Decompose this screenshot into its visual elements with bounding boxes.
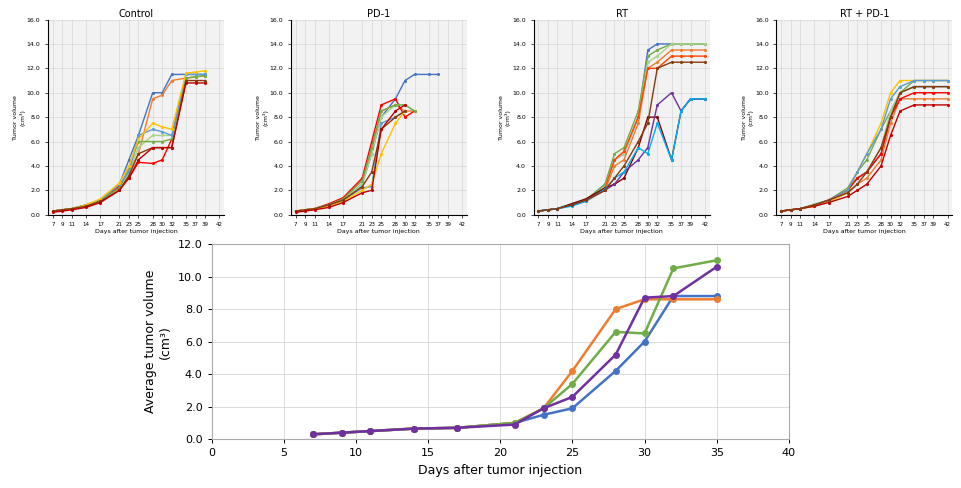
RT + PD-1 — [566, 394, 578, 400]
RT — [364, 428, 376, 434]
Control — [508, 420, 520, 426]
RT — [451, 425, 462, 431]
Control — [335, 430, 347, 436]
Control — [638, 339, 650, 345]
Line: RT + PD-1: RT + PD-1 — [309, 264, 719, 437]
Title: RT: RT — [615, 9, 627, 19]
Control — [609, 368, 621, 374]
Y-axis label: Tumor volume
(cm³): Tumor volume (cm³) — [13, 95, 25, 140]
Title: RT + PD-1: RT + PD-1 — [839, 9, 888, 19]
RT — [609, 329, 621, 335]
Control — [307, 431, 318, 437]
PD-1 — [451, 425, 462, 431]
RT — [537, 406, 549, 411]
RT — [667, 265, 678, 271]
X-axis label: Days after tumor injection: Days after tumor injection — [94, 229, 177, 234]
RT + PD-1 — [638, 295, 650, 301]
PD-1 — [407, 426, 419, 431]
Control — [537, 412, 549, 418]
PD-1 — [566, 368, 578, 374]
PD-1 — [537, 406, 549, 411]
RT — [508, 420, 520, 426]
RT + PD-1 — [508, 422, 520, 427]
X-axis label: Days after tumor injection: Days after tumor injection — [823, 229, 905, 234]
Y-axis label: Tumor volume
(cm³): Tumor volume (cm³) — [256, 95, 268, 140]
PD-1 — [307, 431, 318, 437]
RT + PD-1 — [609, 352, 621, 358]
PD-1 — [638, 296, 650, 302]
RT + PD-1 — [451, 425, 462, 431]
Title: PD-1: PD-1 — [367, 9, 390, 19]
RT — [566, 381, 578, 387]
PD-1 — [667, 296, 678, 302]
Control — [566, 406, 578, 411]
RT + PD-1 — [307, 431, 318, 437]
RT + PD-1 — [335, 430, 347, 436]
X-axis label: Days after tumor injection: Days after tumor injection — [418, 464, 581, 477]
RT + PD-1 — [710, 264, 722, 270]
Title: Control: Control — [118, 9, 154, 19]
PD-1 — [335, 430, 347, 436]
RT — [307, 431, 318, 437]
RT — [335, 430, 347, 436]
Y-axis label: Average tumor volume
(cm³): Average tumor volume (cm³) — [144, 270, 172, 413]
X-axis label: Days after tumor injection: Days after tumor injection — [579, 229, 662, 234]
RT — [710, 257, 722, 263]
Control — [667, 293, 678, 299]
X-axis label: Days after tumor injection: Days after tumor injection — [337, 229, 420, 234]
RT + PD-1 — [364, 428, 376, 434]
Control — [710, 293, 722, 299]
RT — [407, 426, 419, 431]
RT — [638, 330, 650, 336]
RT + PD-1 — [667, 293, 678, 299]
PD-1 — [364, 428, 376, 434]
Line: PD-1: PD-1 — [309, 297, 719, 437]
Line: Control: Control — [309, 293, 719, 437]
Line: RT: RT — [309, 258, 719, 437]
Y-axis label: Tumor volume
(cm³): Tumor volume (cm³) — [499, 95, 510, 140]
Control — [451, 425, 462, 431]
PD-1 — [710, 296, 722, 302]
RT + PD-1 — [407, 426, 419, 431]
Control — [407, 426, 419, 431]
PD-1 — [508, 420, 520, 426]
Control — [364, 428, 376, 434]
Y-axis label: Tumor volume
(cm³): Tumor volume (cm³) — [741, 95, 752, 140]
RT + PD-1 — [537, 406, 549, 411]
PD-1 — [609, 306, 621, 312]
